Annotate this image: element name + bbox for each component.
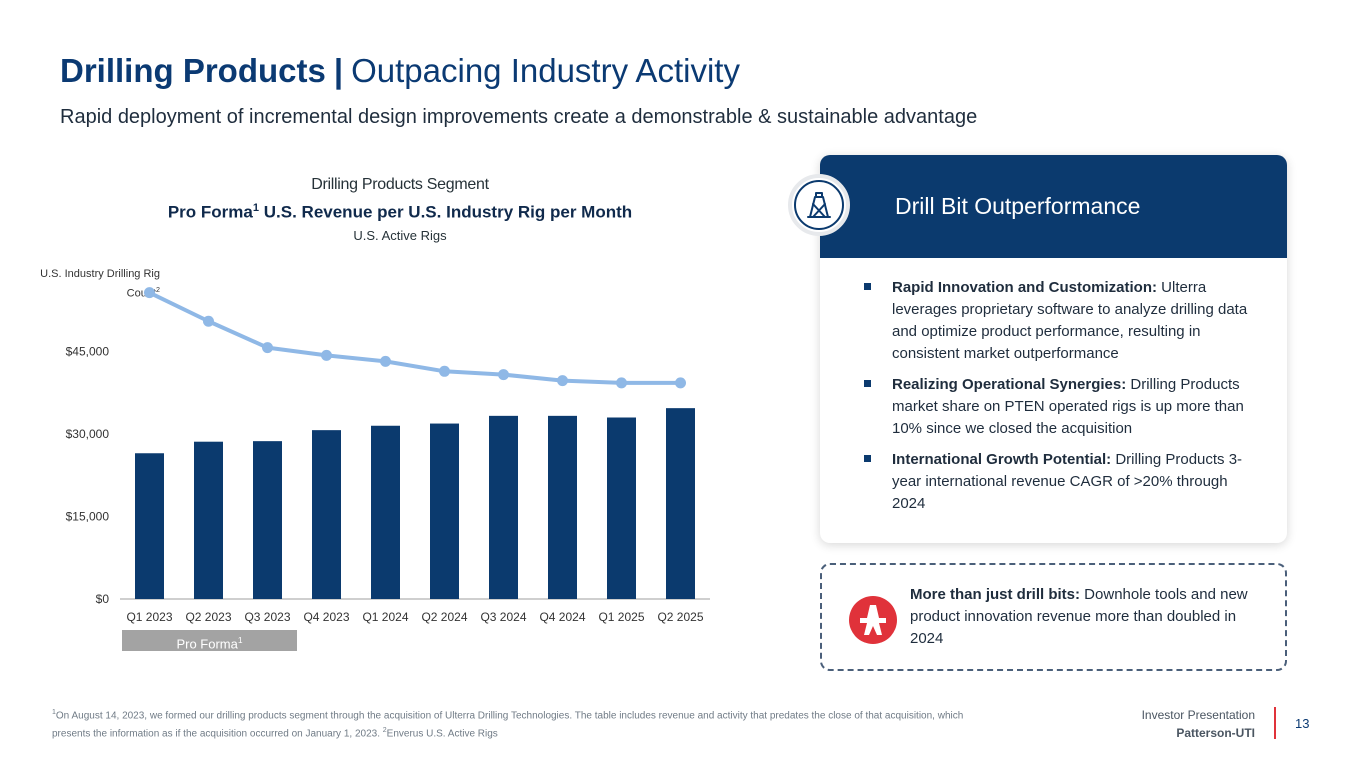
rig-count-point bbox=[203, 315, 214, 327]
footer-company-name: Patterson-UTI bbox=[1176, 726, 1255, 740]
pro-forma-badge: Pro Forma1 bbox=[122, 630, 297, 651]
revenue-bar bbox=[135, 453, 164, 599]
revenue-bar bbox=[548, 415, 577, 599]
pro-forma-label: Pro Forma bbox=[176, 636, 238, 652]
x-tick-label: Q4 2023 bbox=[303, 610, 349, 624]
x-tick-label: Q3 2024 bbox=[480, 610, 526, 624]
page-title-light: Outpacing Industry Activity bbox=[351, 52, 740, 89]
callout-text: More than just drill bits: Downhole tool… bbox=[910, 584, 1255, 650]
callout-body: Downhole tools and new product innovatio… bbox=[910, 586, 1248, 647]
rig-count-axis-note-sup: 2 bbox=[156, 286, 160, 294]
page-subtitle: Rapid deployment of incremental design i… bbox=[60, 106, 978, 128]
revenue-bar bbox=[194, 441, 223, 599]
drill-bit-card-title: Drill Bit Outperformance bbox=[895, 193, 1141, 219]
rig-count-point bbox=[557, 375, 568, 387]
drilling-rig-icon bbox=[794, 180, 844, 230]
chart-title-main: Pro Forma bbox=[167, 202, 253, 222]
chart-title-rest: U.S. Revenue per U.S. Industry Rig per M… bbox=[259, 202, 633, 222]
rig-count-point bbox=[321, 349, 332, 361]
page-number: 13 bbox=[1295, 716, 1310, 731]
chart-line-legend: U.S. Active Rigs bbox=[353, 228, 447, 243]
y-tick-label: $30,000 bbox=[66, 427, 110, 441]
y-tick-label: $15,000 bbox=[66, 510, 110, 524]
footnote-sup-2: 2 bbox=[382, 727, 387, 735]
chart-title: Pro Forma1 U.S. Revenue per U.S. Industr… bbox=[120, 202, 680, 223]
x-tick-label: Q2 2023 bbox=[185, 610, 231, 624]
footer-presentation-label: Investor Presentation bbox=[1141, 708, 1255, 722]
page-title-bold: Drilling Products bbox=[60, 52, 326, 89]
chart-segment-label: Drilling Products Segment bbox=[311, 176, 489, 193]
footnote: 1On August 14, 2023, we formed our drill… bbox=[52, 705, 982, 742]
bullet-heading: Rapid Innovation and Customization: bbox=[892, 279, 1157, 296]
bullet-heading: International Growth Potential: bbox=[892, 451, 1112, 468]
revenue-bar bbox=[430, 423, 459, 599]
page-title: Drilling Products | Outpacing Industry Act… bbox=[60, 52, 740, 90]
revenue-bar bbox=[666, 408, 695, 599]
x-tick-label: Q2 2024 bbox=[421, 610, 467, 624]
pro-forma-sup: 1 bbox=[237, 635, 243, 645]
drill-bits-callout bbox=[820, 563, 1287, 671]
rig-count-point bbox=[262, 342, 273, 354]
rig-count-point bbox=[439, 365, 450, 377]
y-tick-label: $45,000 bbox=[66, 345, 110, 359]
bullet-text: Drilling Products 3-year international r… bbox=[892, 451, 1243, 512]
bullet-item: Realizing Operational Synergies: Drillin… bbox=[862, 374, 1262, 440]
bullet-text: Ulterra leverages proprietary software t… bbox=[892, 279, 1248, 362]
revenue-bar bbox=[253, 441, 282, 599]
rig-count-point bbox=[144, 287, 155, 299]
page-title-separator: | bbox=[333, 52, 344, 89]
drill-bit-card: Drill Bit Outperformance bbox=[820, 155, 1287, 543]
footnote-text-2: Enverus U.S. Active Rigs bbox=[386, 728, 498, 740]
x-tick-label: Q3 2023 bbox=[244, 610, 290, 624]
rig-count-line bbox=[148, 290, 681, 385]
chart-title-sup: 1 bbox=[252, 202, 260, 214]
footnote-sup-1: 1 bbox=[52, 709, 56, 716]
bullet-text: Drilling Products market share on PTEN o… bbox=[892, 376, 1244, 437]
callout-heading: More than just drill bits: bbox=[910, 586, 1081, 603]
footnote-text-1: On August 14, 2023, we formed our drilli… bbox=[52, 710, 964, 740]
x-tick-label: Q2 2025 bbox=[657, 610, 703, 624]
bullet-item: Rapid Innovation and Customization: Ulte… bbox=[862, 277, 1262, 365]
x-tick-label: Q1 2024 bbox=[362, 610, 408, 624]
drill-bit-card-header: Drill Bit Outperformance bbox=[820, 155, 1287, 258]
y-tick-label: $0 bbox=[96, 592, 110, 606]
revenue-bar bbox=[312, 430, 341, 599]
card-icon-badge bbox=[788, 174, 850, 236]
x-tick-label: Q4 2024 bbox=[539, 610, 585, 624]
rig-count-point bbox=[380, 355, 391, 367]
bullet-heading: Realizing Operational Synergies: bbox=[892, 376, 1127, 393]
revenue-chart: $0 $15,000 $30,000 $45,000 Q1 2023 Q2 2023 Q3 … bbox=[66, 287, 710, 624]
rig-count-point bbox=[675, 377, 686, 389]
revenue-bar bbox=[489, 415, 518, 599]
x-tick-label: Q1 2023 bbox=[126, 610, 172, 624]
card-bullet-list: Rapid Innovation and Customization: Ulte… bbox=[862, 277, 1262, 524]
rig-count-point bbox=[616, 377, 627, 389]
bullet-item: International Growth Potential: Drilling… bbox=[862, 449, 1262, 515]
revenue-bar bbox=[607, 417, 636, 599]
rig-count-point bbox=[498, 369, 509, 381]
x-tick-label: Q1 2025 bbox=[598, 610, 644, 624]
footer-divider bbox=[1274, 707, 1276, 739]
drill-bit-icon bbox=[848, 595, 898, 645]
revenue-bar bbox=[371, 425, 400, 599]
